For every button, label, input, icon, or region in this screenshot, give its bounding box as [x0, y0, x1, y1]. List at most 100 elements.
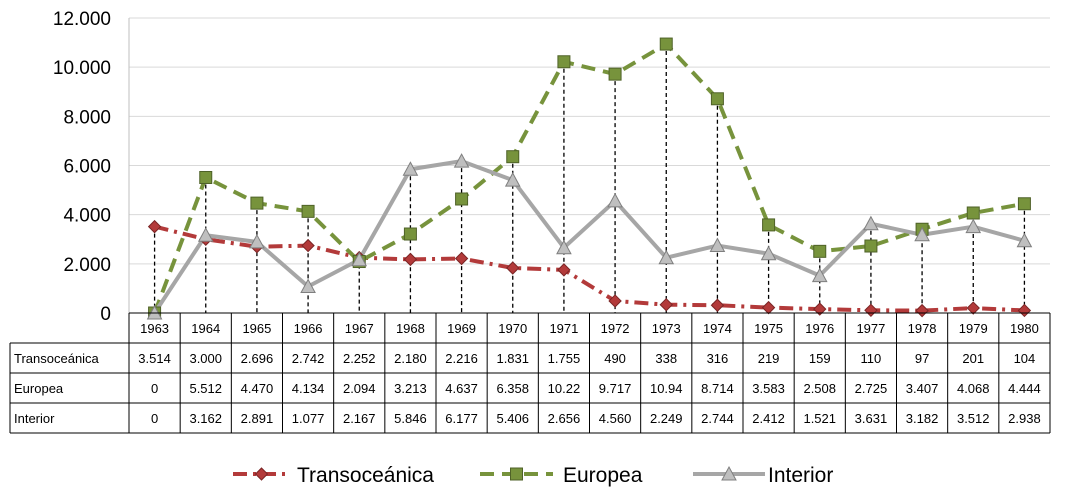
y-tick-label: 0 [100, 304, 111, 325]
legend-marker [254, 467, 269, 481]
data-point [709, 237, 726, 253]
table-cell-value: 4.068 [957, 381, 990, 396]
table-cell-value: 3.631 [855, 411, 888, 426]
table-year-label: 1967 [345, 321, 374, 336]
table-year-label: 1976 [805, 321, 834, 336]
data-point [762, 218, 776, 232]
data-point [147, 219, 162, 234]
series-markers [146, 37, 1033, 320]
table-cell-value: 2.252 [343, 351, 376, 366]
data-point [813, 244, 827, 258]
legend-marker [721, 465, 737, 481]
table-year-label: 1979 [959, 321, 988, 336]
table-cell-value: 2.938 [1008, 411, 1041, 426]
table-series-name: Interior [14, 411, 55, 426]
table-year-label: 1978 [908, 321, 937, 336]
data-point [557, 55, 571, 69]
table-cell-value: 6.358 [496, 381, 529, 396]
data-point [710, 92, 724, 106]
data-point [1017, 197, 1031, 211]
table-cell-value: 3.512 [957, 411, 990, 426]
table-cell-value: 159 [809, 351, 831, 366]
data-point [402, 161, 419, 176]
table-series-name: Europea [14, 381, 64, 396]
table-cell-value: 4.444 [1008, 381, 1041, 396]
series-line [154, 224, 1025, 313]
table-cell-value: 2.742 [292, 351, 325, 366]
table-cell-value: 2.249 [650, 411, 683, 426]
table-year-label: 1977 [856, 321, 885, 336]
table-cell-value: 0 [151, 411, 158, 426]
table-year-label: 1971 [549, 321, 578, 336]
table-cell-value: 2.094 [343, 381, 376, 396]
table-year-label: 1975 [754, 321, 783, 336]
data-point [506, 261, 520, 275]
data-point [863, 215, 879, 231]
data-point [504, 172, 521, 187]
table-year-label: 1970 [498, 321, 527, 336]
y-tick-label: 8.000 [63, 107, 111, 128]
table-year-label: 1966 [294, 321, 323, 336]
data-point [556, 239, 572, 255]
table-cell-value: 316 [707, 351, 729, 366]
data-point [300, 278, 316, 294]
table-cell-value: 104 [1014, 351, 1036, 366]
data-table: 1963 1964 1965 1966 1967 1968 1969 1970 1971 1972… [9, 312, 1051, 434]
data-point [453, 153, 470, 168]
data-point [914, 226, 930, 242]
y-axis: 0 2.000 4.000 6.000 8.000 10.000 12.000 [53, 9, 130, 325]
legend-label: Europea [563, 464, 643, 487]
table-cell-value: 9.717 [599, 381, 632, 396]
table-cell-value: 3.407 [906, 381, 939, 396]
data-point [506, 150, 520, 164]
table-cell-value: 2.508 [803, 381, 836, 396]
table-cell-value: 201 [962, 351, 984, 366]
data-point [608, 294, 622, 308]
table-cell-value: 6.177 [445, 411, 478, 426]
table-cell-value: 10.94 [650, 381, 683, 396]
table-year-label: 1973 [652, 321, 681, 336]
data-point [607, 192, 623, 208]
table-cell-value: 3.162 [189, 411, 222, 426]
y-tick-label: 6.000 [63, 157, 111, 178]
data-point [250, 196, 264, 210]
data-point [813, 302, 827, 316]
table-cell-value: 5.846 [394, 411, 427, 426]
table-year-label: 1968 [396, 321, 425, 336]
table-cell-value: 8.714 [701, 381, 734, 396]
data-point [199, 170, 213, 184]
data-point [403, 252, 418, 267]
table-cell-value: 2.412 [752, 411, 785, 426]
data-point [864, 303, 878, 318]
data-point [249, 233, 265, 249]
drop-lines [153, 44, 1026, 313]
table-cell-value: 1.831 [496, 351, 529, 366]
table-cell-value: 2.725 [855, 381, 888, 396]
data-point [301, 204, 315, 218]
table-cell-value: 2.167 [343, 411, 376, 426]
data-point [659, 37, 673, 51]
table-cell-value: 338 [655, 351, 677, 366]
table-cell-value: 2.180 [394, 351, 427, 366]
legend-marker [510, 467, 523, 481]
series-line [152, 42, 1025, 314]
data-point [301, 238, 315, 253]
table-year-label: 1980 [1010, 321, 1039, 336]
data-point [811, 267, 828, 283]
table-cell-value: 2.744 [701, 411, 734, 426]
table-cell-value: 3.514 [138, 351, 171, 366]
data-point [454, 251, 469, 266]
table-cell-value: 97 [915, 351, 929, 366]
data-point [761, 300, 776, 315]
table-cell-value: 2.216 [445, 351, 478, 366]
table-cell-value: 5.406 [496, 411, 529, 426]
data-point [455, 192, 469, 206]
table-cell-value: 5.512 [189, 381, 222, 396]
table-year-label: 1969 [447, 321, 476, 336]
table-cell-value: 219 [758, 351, 780, 366]
table-series-name: Transoceánica [14, 351, 100, 366]
table-cell-value: 2.891 [241, 411, 274, 426]
table-cell-value: 2.696 [241, 351, 274, 366]
table-cell-value: 1.521 [803, 411, 836, 426]
table-year-label: 1964 [191, 321, 220, 336]
